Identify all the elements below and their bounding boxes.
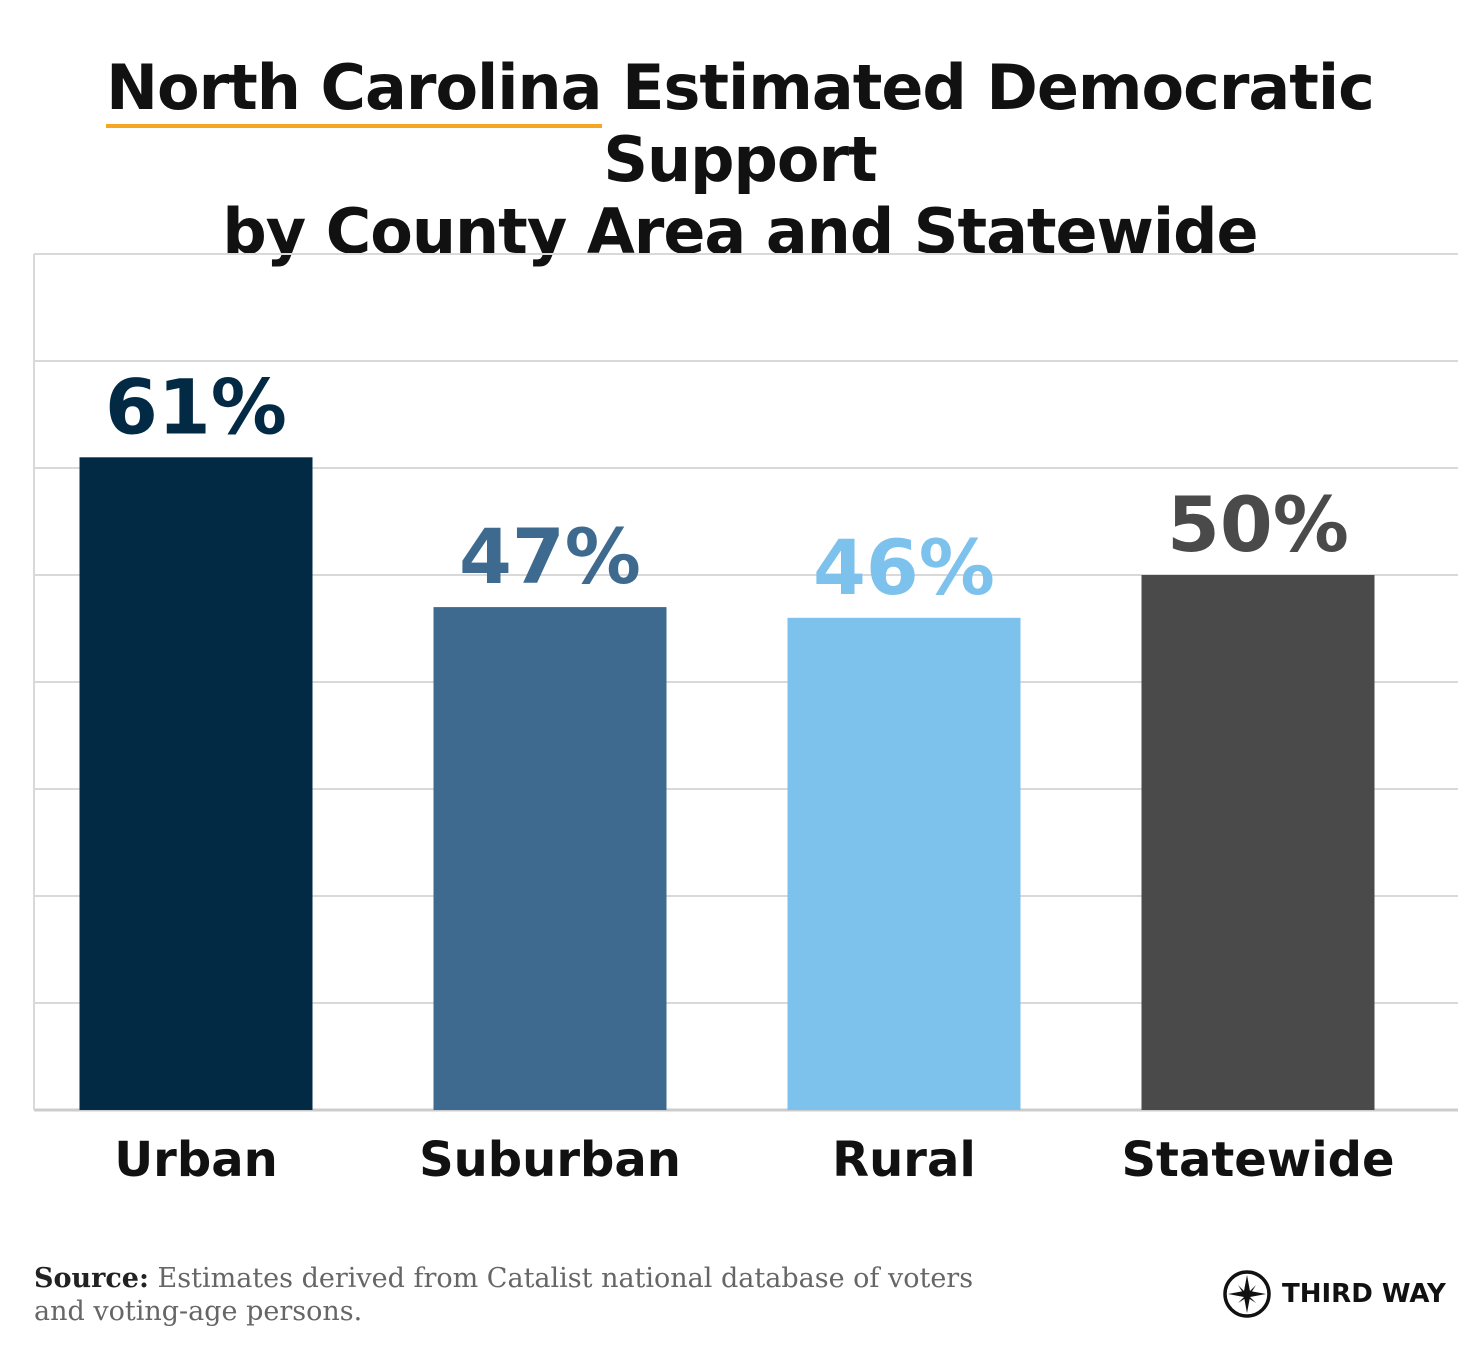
- title-line-1-rest: Estimated Democratic Support: [601, 51, 1375, 196]
- third-way-logo: THIRD WAY: [1222, 1268, 1446, 1320]
- category-label-rural: Rural: [832, 1132, 976, 1188]
- source-label: Source:: [34, 1263, 149, 1294]
- bar-chart: 61% Urban 47% Suburban 46% Rural 50% Statewide: [33, 253, 1458, 1188]
- category-label-suburban: Suburban: [419, 1132, 681, 1188]
- bar-statewide: [1141, 575, 1375, 1110]
- compass-star-icon: [1223, 1270, 1271, 1318]
- data-label-rural: 46%: [813, 523, 995, 612]
- source-note: Source: Estimates derived from Catalist …: [34, 1262, 994, 1328]
- source-text: Estimates derived from Catalist national…: [34, 1263, 974, 1327]
- title-line-1: North Carolina Estimated Democratic Supp…: [0, 51, 1480, 196]
- bar-urban: [79, 457, 313, 1110]
- title-highlight: North Carolina: [106, 51, 603, 128]
- logo-text: THIRD WAY: [1282, 1279, 1446, 1309]
- title-line-2: by County Area and Statewide: [222, 195, 1258, 268]
- category-label-urban: Urban: [114, 1132, 278, 1188]
- data-label-statewide: 50%: [1167, 480, 1349, 569]
- data-label-suburban: 47%: [459, 512, 641, 601]
- category-label-statewide: Statewide: [1121, 1132, 1394, 1188]
- data-label-urban: 61%: [105, 362, 287, 451]
- chart-title: North Carolina Estimated Democratic Supp…: [0, 51, 1480, 268]
- bar-rural: [787, 617, 1021, 1110]
- bar-suburban: [433, 607, 667, 1110]
